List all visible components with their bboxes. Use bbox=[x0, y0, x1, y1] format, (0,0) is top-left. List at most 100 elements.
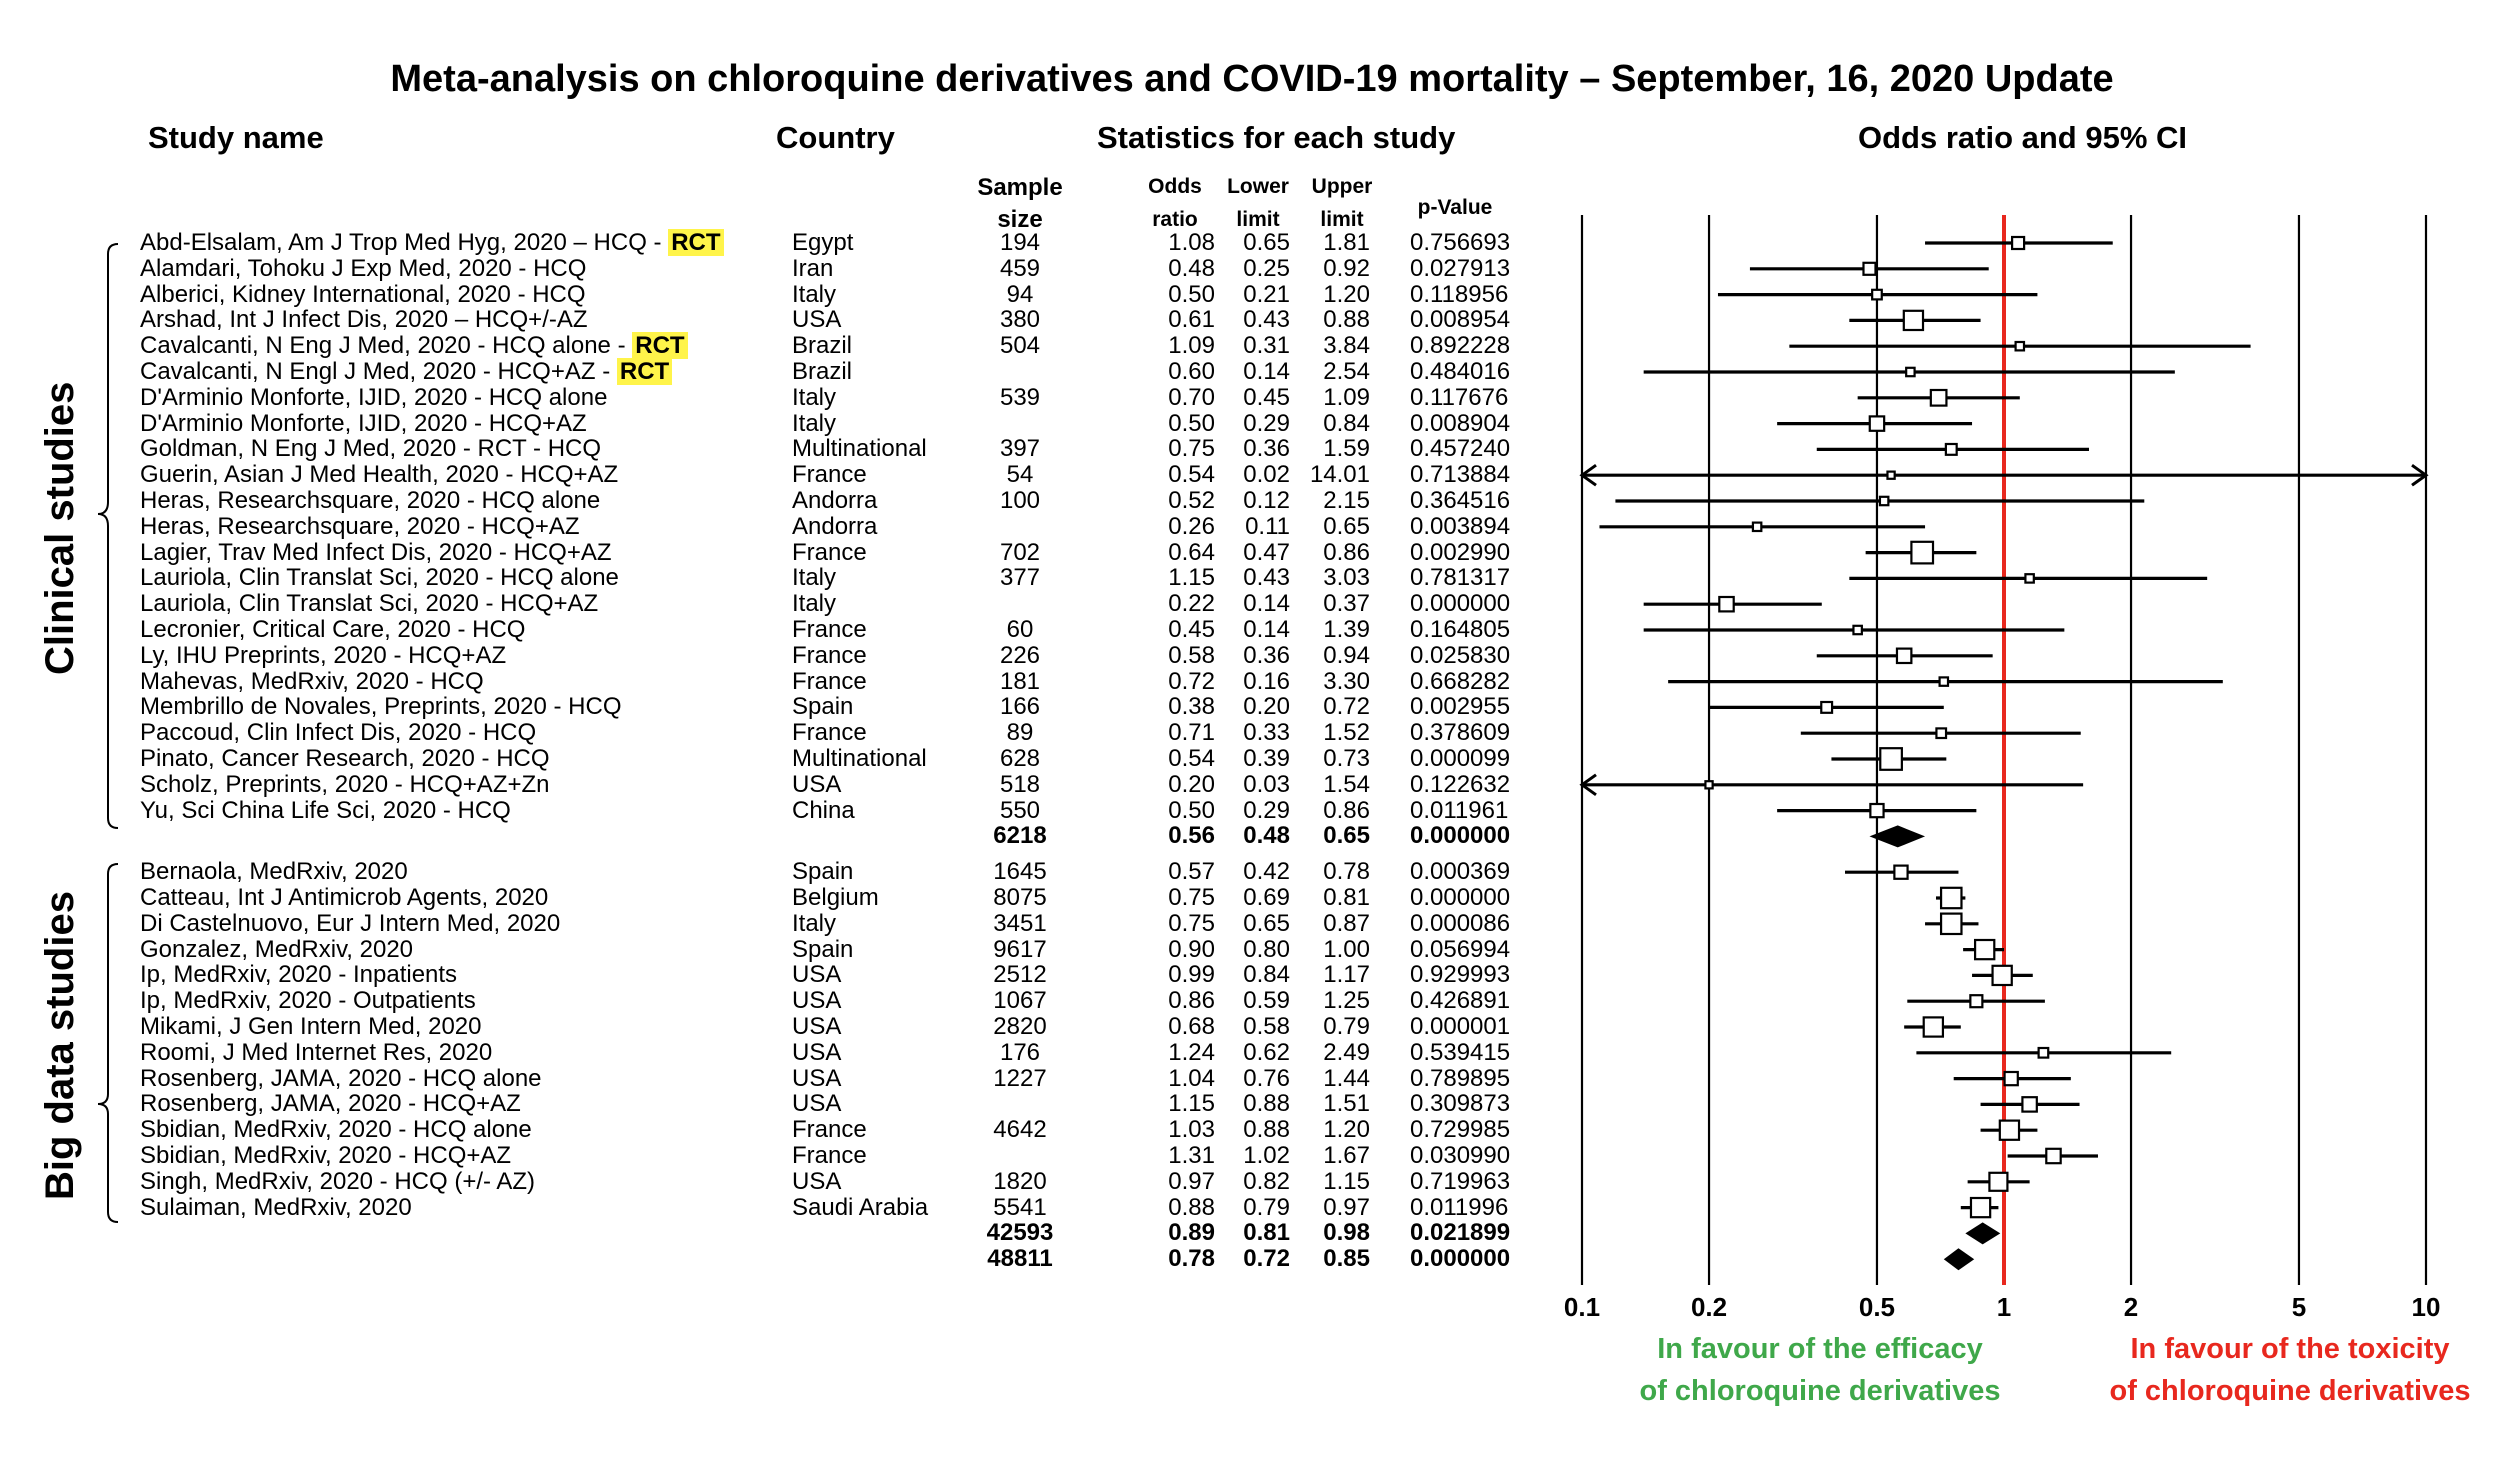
odds-ratio-marker bbox=[1868, 415, 1886, 432]
odds-ratio-marker bbox=[1939, 912, 1963, 936]
lower-limit: 0.36 bbox=[1243, 435, 1290, 463]
p-value: 0.000001 bbox=[1410, 1013, 1511, 1040]
country: Spain bbox=[792, 858, 854, 886]
brace-bigdata bbox=[97, 863, 119, 1223]
p-value: 0.164805 bbox=[1410, 616, 1511, 643]
study-name: Lauriola, Clin Translat Sci, 2020 - HCQ … bbox=[140, 564, 619, 592]
odds-ratio-marker bbox=[2037, 1046, 2050, 1059]
country: France bbox=[792, 461, 867, 489]
study-name: Lagier, Trav Med Infect Dis, 2020 - HCQ+… bbox=[140, 538, 612, 566]
pvalue-header: p-Value bbox=[1417, 196, 1493, 219]
study-name: Mikami, J Gen Intern Med, 2020 bbox=[140, 1013, 482, 1040]
study-name: Alamdari, Tohoku J Exp Med, 2020 - HCQ bbox=[140, 254, 587, 282]
odds-ratio: 0.54 bbox=[1168, 461, 1215, 489]
sample-size: 5541 bbox=[993, 1193, 1047, 1221]
lower-limit: 0.20 bbox=[1243, 693, 1290, 721]
study-name: Gonzalez, MedRxiv, 2020 bbox=[140, 935, 414, 963]
odds-ratio-marker bbox=[1902, 309, 1925, 332]
ci-arrow-left bbox=[1579, 463, 1597, 487]
p-value: 0.011961 bbox=[1410, 796, 1509, 824]
study-row: Bernaola, MedRxiv, 2020 Spain 1645 0.57 0.42… bbox=[0, 859, 1560, 885]
country: Italy bbox=[792, 280, 837, 308]
upper-limit: 1.81 bbox=[1323, 229, 1370, 256]
lower-limit: 0.48 bbox=[1243, 822, 1290, 850]
odds-ratio-marker bbox=[1929, 388, 1948, 407]
p-value: 0.025830 bbox=[1410, 641, 1511, 669]
lower-limit: 0.65 bbox=[1243, 229, 1290, 256]
sample-size: 2820 bbox=[993, 1013, 1047, 1040]
lower-limit: 0.29 bbox=[1243, 409, 1290, 437]
lower-limit: 0.14 bbox=[1243, 616, 1290, 643]
upper-limit: 2.49 bbox=[1323, 1038, 1370, 1066]
upper-limit: 0.79 bbox=[1323, 1013, 1370, 1040]
odds-ratio: 0.54 bbox=[1168, 745, 1215, 772]
study-row: Sulaiman, MedRxiv, 2020 Saudi Arabia 5541 0… bbox=[0, 1193, 1560, 1221]
country: France bbox=[792, 538, 867, 566]
summary-row: 48811 0.78 0.72 0.85 0.000000 bbox=[0, 1246, 1560, 1272]
lower-limit: 0.11 bbox=[1245, 512, 1290, 540]
upper-limit: 0.86 bbox=[1323, 796, 1370, 824]
odds-ratio: 0.48 bbox=[1168, 254, 1215, 282]
odds-ratio-marker bbox=[1998, 1119, 2021, 1141]
sample-size: 181 bbox=[999, 667, 1041, 695]
p-value: 0.781317 bbox=[1410, 564, 1511, 592]
odds-ratio-marker bbox=[1969, 994, 1984, 1009]
upper-limit: 1.17 bbox=[1323, 961, 1370, 989]
summary-diamond bbox=[1869, 825, 1926, 848]
lower-limit: 0.47 bbox=[1243, 538, 1290, 566]
p-value: 0.000099 bbox=[1410, 745, 1511, 772]
p-value: 0.021899 bbox=[1410, 1219, 1511, 1247]
favour-efficacy-line1: In favour of the efficacy bbox=[1657, 1333, 1983, 1365]
header-statistics: Statistics for each study bbox=[1097, 120, 1456, 155]
country: USA bbox=[792, 306, 842, 334]
country: Multinational bbox=[792, 745, 927, 772]
summary-diamond bbox=[1943, 1248, 1975, 1271]
lower-limit: 1.02 bbox=[1243, 1142, 1290, 1169]
study-row: Gonzalez, MedRxiv, 2020 Spain 9617 0.90 0.80… bbox=[0, 935, 1560, 963]
upper-header-line2: limit bbox=[1320, 208, 1364, 231]
country: China bbox=[792, 796, 855, 824]
study-name: Yu, Sci China Life Sci, 2020 - HCQ bbox=[140, 796, 511, 824]
p-value: 0.309873 bbox=[1410, 1090, 1511, 1118]
study-name: Lecronier, Critical Care, 2020 - HCQ bbox=[140, 616, 526, 643]
odds-ratio: 1.15 bbox=[1168, 1090, 1215, 1118]
study-row: Catteau, Int J Antimicrob Agents, 2020 Be… bbox=[0, 885, 1560, 911]
upper-limit: 0.84 bbox=[1323, 409, 1370, 437]
country: France bbox=[792, 1142, 867, 1169]
rct-badge: RCT bbox=[668, 229, 724, 256]
odds-ratio: 0.56 bbox=[1168, 822, 1215, 850]
p-value: 0.011996 bbox=[1410, 1193, 1509, 1221]
country: Italy bbox=[792, 409, 837, 437]
odds-ratio: 0.57 bbox=[1168, 858, 1215, 886]
p-value: 0.364516 bbox=[1410, 487, 1511, 514]
study-row: D'Arminio Monforte, IJID, 2020 - HCQ alo… bbox=[0, 384, 1560, 411]
p-value: 0.000000 bbox=[1410, 590, 1511, 618]
sample-size: 89 bbox=[1006, 719, 1034, 747]
odds-ratio: 0.75 bbox=[1168, 435, 1215, 463]
upper-limit: 1.44 bbox=[1323, 1064, 1370, 1092]
study-name: Sulaiman, MedRxiv, 2020 bbox=[140, 1193, 412, 1221]
sample-size: 2512 bbox=[993, 961, 1047, 989]
country: Egypt bbox=[792, 229, 854, 256]
p-value: 0.539415 bbox=[1410, 1038, 1511, 1066]
x-tick-label: 2 bbox=[2123, 1292, 2139, 1322]
odds-ratio: 1.15 bbox=[1168, 564, 1215, 592]
upper-limit: 0.65 bbox=[1323, 822, 1370, 850]
study-row: Scholz, Preprints, 2020 - HCQ+AZ+Zn USA 51… bbox=[0, 771, 1560, 798]
sample-size: 1227 bbox=[993, 1064, 1047, 1092]
study-name: Bernaola, MedRxiv, 2020 bbox=[140, 858, 408, 886]
upper-limit: 0.72 bbox=[1323, 693, 1370, 721]
study-name: Goldman, N Eng J Med, 2020 - RCT - HCQ bbox=[140, 435, 602, 463]
sample-size: 194 bbox=[999, 229, 1041, 256]
x-tick-label: 5 bbox=[2291, 1292, 2307, 1322]
p-value: 0.002955 bbox=[1410, 693, 1511, 721]
odds-ratio-marker bbox=[1939, 886, 1963, 910]
study-name: D'Arminio Monforte, IJID, 2020 - HCQ+AZ bbox=[140, 409, 587, 437]
ci-arrow-right bbox=[2411, 463, 2429, 487]
odds-ratio: 1.04 bbox=[1168, 1064, 1215, 1092]
study-row: Roomi, J Med Internet Res, 2020 USA 176 1.2… bbox=[0, 1038, 1560, 1066]
sample-size: 1820 bbox=[993, 1167, 1047, 1195]
country: France bbox=[792, 667, 867, 695]
study-row: Alamdari, Tohoku J Exp Med, 2020 - HCQ Ir… bbox=[0, 254, 1560, 282]
study-name: Mahevas, MedRxiv, 2020 - HCQ bbox=[140, 667, 484, 695]
